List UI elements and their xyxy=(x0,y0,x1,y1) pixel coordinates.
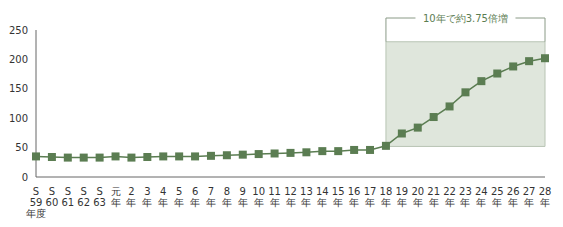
svg-text:50: 50 xyxy=(15,142,28,153)
svg-text:28年: 28年 xyxy=(539,186,552,208)
svg-text:S61: S61 xyxy=(61,186,74,208)
svg-text:3年: 3年 xyxy=(142,186,152,208)
svg-text:22年: 22年 xyxy=(443,186,456,208)
svg-text:26年: 26年 xyxy=(507,186,520,208)
svg-text:10年で約3.75倍増: 10年で約3.75倍増 xyxy=(423,13,508,24)
svg-text:25年: 25年 xyxy=(491,186,504,208)
svg-text:12年: 12年 xyxy=(284,186,297,208)
svg-text:24年: 24年 xyxy=(475,186,488,208)
svg-text:2年: 2年 xyxy=(126,186,136,208)
svg-text:21年: 21年 xyxy=(427,186,440,208)
svg-text:13年: 13年 xyxy=(300,186,313,208)
svg-text:250: 250 xyxy=(9,25,28,36)
svg-text:S59年度: S59年度 xyxy=(26,186,46,219)
svg-text:元年: 元年 xyxy=(111,186,121,208)
svg-text:23年: 23年 xyxy=(459,186,472,208)
svg-text:150: 150 xyxy=(9,83,28,94)
svg-text:200: 200 xyxy=(9,54,28,65)
svg-text:11年: 11年 xyxy=(268,186,281,208)
svg-text:5年: 5年 xyxy=(174,186,184,208)
svg-text:8年: 8年 xyxy=(222,186,232,208)
svg-text:S60: S60 xyxy=(46,186,59,208)
svg-text:100: 100 xyxy=(9,113,28,124)
svg-text:17年: 17年 xyxy=(364,186,377,208)
svg-text:10年: 10年 xyxy=(252,186,265,208)
svg-text:15年: 15年 xyxy=(332,186,345,208)
svg-text:7年: 7年 xyxy=(206,186,216,208)
svg-text:18年: 18年 xyxy=(380,186,393,208)
svg-text:27年: 27年 xyxy=(523,186,536,208)
svg-text:S63: S63 xyxy=(93,186,106,208)
svg-text:16年: 16年 xyxy=(348,186,361,208)
svg-text:20年: 20年 xyxy=(411,186,424,208)
svg-text:0: 0 xyxy=(22,172,28,183)
svg-text:9年: 9年 xyxy=(238,186,248,208)
svg-text:S62: S62 xyxy=(77,186,90,208)
svg-text:4年: 4年 xyxy=(158,186,168,208)
svg-text:19年: 19年 xyxy=(395,186,408,208)
svg-text:14年: 14年 xyxy=(316,186,329,208)
svg-text:6年: 6年 xyxy=(190,186,200,208)
